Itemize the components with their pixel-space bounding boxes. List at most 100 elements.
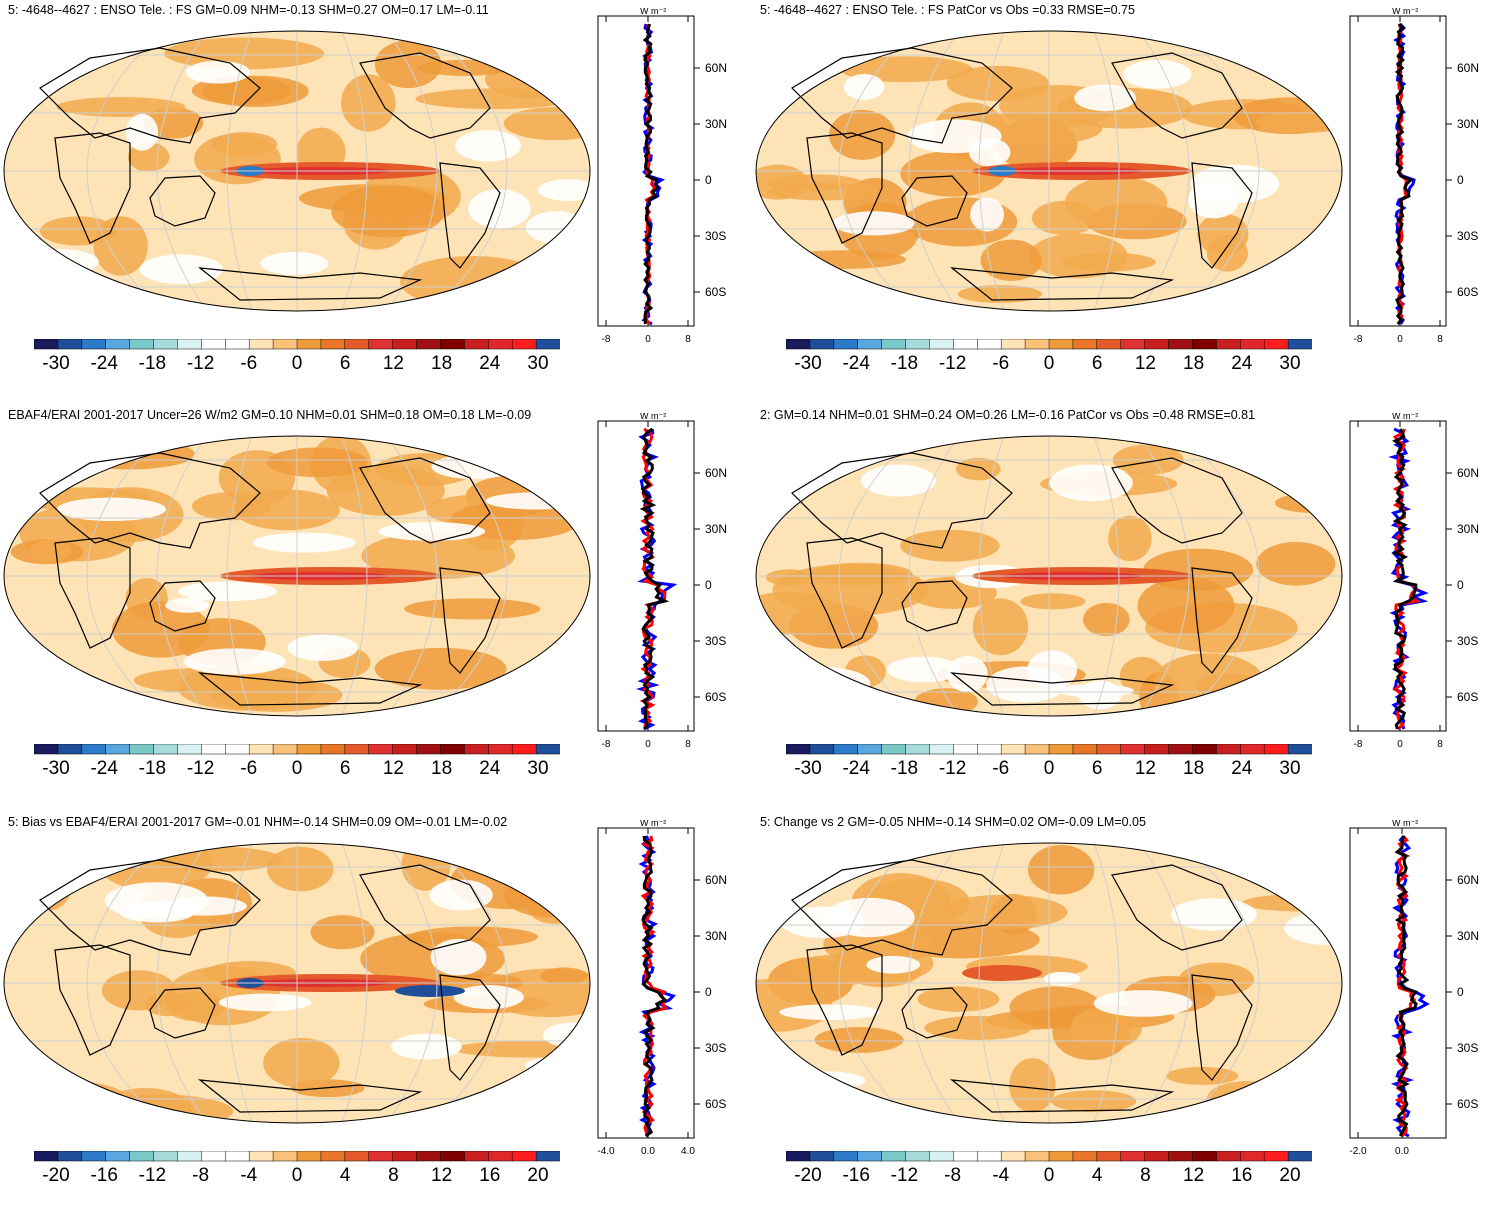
anomaly-blob — [1256, 541, 1336, 586]
colorbar-swatch — [392, 744, 418, 755]
colorbar-label: 12 — [1134, 353, 1156, 374]
colorbar-swatch — [1096, 339, 1122, 350]
colorbar-swatch — [953, 339, 979, 350]
anomaly-blob — [96, 1088, 195, 1123]
panel-title: 2: GM=0.14 NHM=0.01 SHM=0.24 OM=0.26 LM=… — [760, 408, 1256, 422]
colorbar-label: 6 — [339, 353, 351, 374]
continent-outline — [806, 132, 883, 244]
map-panel-2: 5: -4648--4627 : ENSO Tele. : FS PatCor … — [752, 0, 1485, 395]
continent-outline — [359, 457, 491, 544]
colorbar-swatch — [464, 339, 490, 350]
latitude-label: 30S — [1457, 634, 1478, 648]
colorbar-swatch — [153, 1151, 179, 1162]
continent-outline — [901, 175, 968, 227]
latitude-label: 30S — [705, 634, 726, 648]
anomaly-blob — [980, 239, 1042, 281]
robinson-map — [3, 842, 591, 1124]
anomaly-blob — [267, 846, 334, 892]
colorbar-swatch — [440, 744, 466, 755]
colorbar-label: -6 — [240, 758, 258, 779]
colorbar-label: 0 — [1043, 1165, 1055, 1186]
colorbar-swatch — [177, 339, 203, 350]
colorbar-label: -12 — [938, 758, 967, 779]
anomaly-blob — [341, 74, 396, 132]
colorbar-swatch — [272, 339, 298, 350]
colorbar-swatch — [34, 339, 59, 350]
continent-outline — [39, 452, 261, 549]
colorbar-label: -24 — [90, 353, 118, 374]
anomaly-blob — [210, 678, 343, 712]
colorbar-swatch — [1072, 339, 1098, 350]
colorbar-swatch — [34, 1151, 59, 1162]
colorbar-label: 18 — [1183, 353, 1205, 374]
colorbar-swatch — [416, 339, 442, 350]
zonal-mean-plot: 60N 30N 0 30S 60S -8 0 8 W m⁻² — [1349, 413, 1479, 750]
colorbar-swatch — [857, 744, 883, 755]
colorbar-label: -4 — [240, 1165, 258, 1186]
colorbar-swatch — [511, 339, 537, 350]
latitude-label: 60N — [1457, 61, 1479, 75]
colorbar-swatch — [1168, 744, 1194, 755]
colorbar-swatch — [248, 744, 274, 755]
colorbar-swatch — [809, 1151, 835, 1162]
colorbar-swatch — [1024, 1151, 1050, 1162]
zonal-x-tick-label: 0 — [1397, 334, 1403, 345]
anomaly-blob — [917, 986, 1000, 1012]
zonal-black-line — [642, 23, 660, 325]
continent-outline — [439, 567, 501, 674]
colorbar-label: 20 — [527, 1165, 549, 1186]
colorbar: -30 -24 -18 -12 -6 0 6 12 18 24 30 — [34, 339, 560, 379]
colorbar-label: 6 — [339, 758, 351, 779]
colorbar-swatch — [1024, 744, 1050, 755]
anomaly-blob — [1108, 515, 1152, 562]
colorbar-swatch — [1144, 1151, 1170, 1162]
anomaly-blob — [266, 447, 368, 478]
colorbar-swatch — [1287, 744, 1312, 755]
colorbar-swatch — [809, 339, 835, 350]
colorbar-swatch — [1287, 1151, 1312, 1162]
colorbar-label: 12 — [382, 353, 404, 374]
latitude-label: 0 — [705, 578, 712, 592]
zonal-unit-label: W m⁻² — [640, 8, 666, 16]
colorbar-label: 24 — [1231, 758, 1253, 779]
colorbar-swatch — [344, 744, 370, 755]
colorbar-label: 18 — [1183, 758, 1205, 779]
colorbar-label: -20 — [794, 1165, 822, 1186]
anomaly-blob — [30, 539, 72, 562]
robinson-map — [755, 30, 1343, 312]
colorbar-label: -30 — [794, 758, 822, 779]
colorbar-swatch — [57, 744, 83, 755]
colorbar-swatch — [368, 744, 394, 755]
anomaly-blob — [1083, 602, 1130, 637]
latitude-label: 60S — [1457, 690, 1478, 704]
colorbar-swatch — [81, 744, 107, 755]
continent-outline — [198, 1079, 423, 1113]
colorbar-swatch — [272, 1151, 298, 1162]
anomaly-blob — [972, 598, 1029, 656]
colorbar-swatch — [320, 1151, 346, 1162]
robinson-map — [755, 435, 1343, 717]
colorbar-swatch — [1096, 744, 1122, 755]
colorbar-label: -8 — [192, 1165, 210, 1186]
colorbar-label: -6 — [992, 758, 1010, 779]
continent-outline — [791, 47, 1013, 144]
panel-title: 5: -4648--4627 : ENSO Tele. : FS GM=0.09… — [8, 3, 489, 17]
anomaly-blob — [417, 59, 511, 76]
colorbar-label: -6 — [240, 353, 258, 374]
colorbar-swatch — [296, 744, 322, 755]
zonal-unit-label: W m⁻² — [640, 413, 666, 421]
colorbar-label: 6 — [1091, 353, 1103, 374]
colorbar-swatch — [416, 744, 442, 755]
anomaly-blob — [756, 164, 808, 200]
colorbar-swatch — [881, 744, 907, 755]
zonal-x-tick-label: 0 — [645, 739, 651, 750]
latitude-label: 0 — [705, 173, 712, 187]
zonal-unit-label: W m⁻² — [1392, 413, 1418, 421]
continent-outline — [901, 580, 968, 632]
colorbar-swatch — [535, 744, 560, 755]
colorbar-swatch — [905, 339, 931, 350]
colorbar-swatch — [1216, 744, 1242, 755]
anomaly-blob — [809, 562, 913, 586]
continent-outline — [149, 175, 216, 227]
zonal-unit-label: W m⁻² — [640, 820, 666, 828]
